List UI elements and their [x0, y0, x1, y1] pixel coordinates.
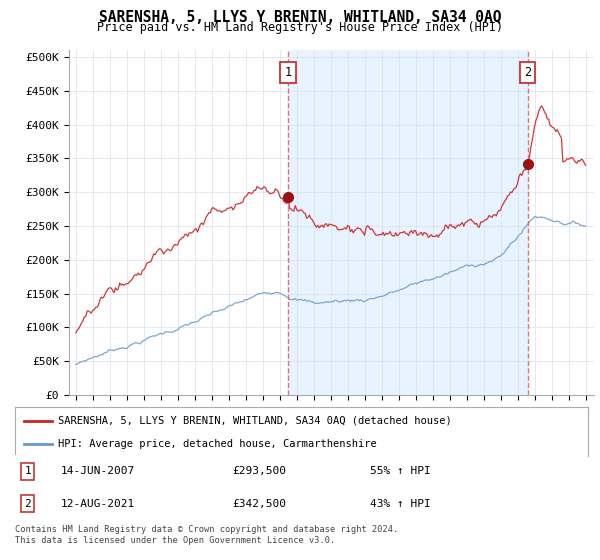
Text: Price paid vs. HM Land Registry's House Price Index (HPI): Price paid vs. HM Land Registry's House …	[97, 21, 503, 34]
Text: £342,500: £342,500	[233, 498, 287, 508]
Text: 1: 1	[284, 66, 292, 79]
Text: Contains HM Land Registry data © Crown copyright and database right 2024.
This d: Contains HM Land Registry data © Crown c…	[15, 525, 398, 545]
Text: 2: 2	[24, 498, 31, 508]
Text: 55% ↑ HPI: 55% ↑ HPI	[370, 466, 431, 477]
Text: 2: 2	[524, 66, 532, 79]
Text: SARENSHA, 5, LLYS Y BRENIN, WHITLAND, SA34 0AQ (detached house): SARENSHA, 5, LLYS Y BRENIN, WHITLAND, SA…	[58, 416, 452, 426]
Text: 12-AUG-2021: 12-AUG-2021	[61, 498, 135, 508]
Text: £293,500: £293,500	[233, 466, 287, 477]
Text: 14-JUN-2007: 14-JUN-2007	[61, 466, 135, 477]
Text: 43% ↑ HPI: 43% ↑ HPI	[370, 498, 431, 508]
Text: 1: 1	[24, 466, 31, 477]
Text: SARENSHA, 5, LLYS Y BRENIN, WHITLAND, SA34 0AQ: SARENSHA, 5, LLYS Y BRENIN, WHITLAND, SA…	[99, 10, 501, 25]
Bar	[288, 50, 528, 395]
Text: HPI: Average price, detached house, Carmarthenshire: HPI: Average price, detached house, Carm…	[58, 439, 377, 449]
